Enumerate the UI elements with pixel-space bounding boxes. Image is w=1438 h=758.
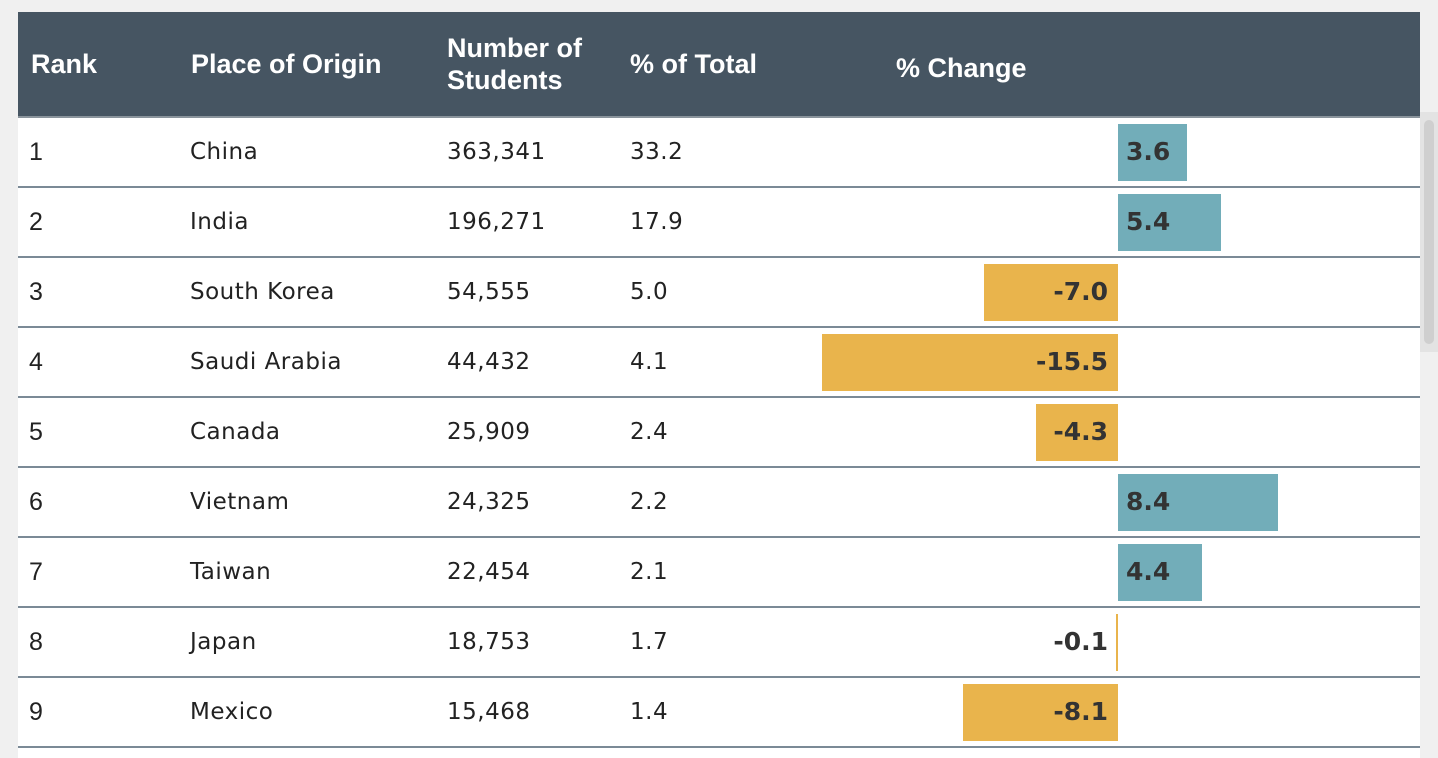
origin-cell: Mexico bbox=[190, 699, 274, 725]
header-percent-change: % Change bbox=[896, 53, 1027, 83]
origin-cell: India bbox=[190, 209, 249, 235]
percent-change-label: -0.1 bbox=[1053, 627, 1108, 656]
origin-cell: South Korea bbox=[190, 279, 335, 305]
percent-change-bar bbox=[963, 684, 1118, 741]
percent-change-bar bbox=[1118, 474, 1279, 531]
header-divider bbox=[18, 116, 1420, 118]
table-row: 6 Vietnam 24,325 2.2 8.4 bbox=[18, 468, 1420, 538]
percent-change-bar bbox=[1118, 194, 1222, 251]
header-percent-total: % of Total bbox=[630, 49, 757, 79]
percent-change-bar bbox=[1118, 124, 1187, 181]
table-row: 8 Japan 18,753 1.7 -0.1 bbox=[18, 608, 1420, 678]
percent-change-bar bbox=[984, 264, 1118, 321]
table-row: 9 Mexico 15,468 1.4 -8.1 bbox=[18, 678, 1420, 748]
rank-cell: 1 bbox=[29, 138, 44, 166]
rank-cell: 2 bbox=[29, 208, 44, 236]
students-cell: 18,753 bbox=[447, 629, 531, 655]
percent-change-label: -8.1 bbox=[1053, 697, 1108, 726]
percent-change-label: 4.4 bbox=[1126, 557, 1171, 586]
header-students: Number of Students bbox=[447, 32, 582, 96]
ranking-table: Rank Place of Origin Number of Students … bbox=[18, 12, 1420, 758]
rank-cell: 7 bbox=[29, 558, 44, 586]
percent-change-label: 8.4 bbox=[1126, 487, 1171, 516]
origin-cell: Japan bbox=[190, 629, 257, 655]
rank-cell: 8 bbox=[29, 628, 44, 656]
scrollbar-thumb[interactable] bbox=[1424, 120, 1434, 344]
origin-cell: Vietnam bbox=[190, 489, 290, 515]
percent-change-bar bbox=[1116, 614, 1118, 671]
students-cell: 22,454 bbox=[447, 559, 531, 585]
table-row: 4 Saudi Arabia 44,432 4.1 -15.5 bbox=[18, 328, 1420, 398]
table-row: 3 South Korea 54,555 5.0 -7.0 bbox=[18, 258, 1420, 328]
percent-change-label: -4.3 bbox=[1053, 417, 1108, 446]
origin-cell: China bbox=[190, 139, 259, 165]
percent-change-bar bbox=[821, 334, 1118, 391]
percent-total-cell: 17.9 bbox=[630, 209, 684, 235]
header-origin: Place of Origin bbox=[191, 49, 382, 79]
table-row: 5 Canada 25,909 2.4 -4.3 bbox=[18, 398, 1420, 468]
percent-change-label: -7.0 bbox=[1053, 277, 1108, 306]
students-cell: 24,325 bbox=[447, 489, 531, 515]
scrollbar[interactable] bbox=[1420, 112, 1438, 352]
percent-change-bar bbox=[1118, 544, 1203, 601]
percent-change-label: -15.5 bbox=[1035, 347, 1108, 376]
rank-cell: 6 bbox=[29, 488, 44, 516]
table-header: Rank Place of Origin Number of Students … bbox=[18, 12, 1420, 116]
header-students-line1: Number of bbox=[447, 33, 582, 63]
percent-change-bar bbox=[1035, 404, 1118, 461]
students-cell: 54,555 bbox=[447, 279, 531, 305]
header-rank: Rank bbox=[31, 49, 98, 79]
students-cell: 196,271 bbox=[447, 209, 546, 235]
percent-total-cell: 1.4 bbox=[630, 699, 669, 725]
percent-total-cell: 2.4 bbox=[630, 419, 669, 445]
rank-cell: 3 bbox=[29, 278, 44, 306]
table-row: 2 India 196,271 17.9 5.4 bbox=[18, 188, 1420, 258]
origin-cell: Taiwan bbox=[190, 559, 272, 585]
percent-total-cell: 5.0 bbox=[630, 279, 669, 305]
rank-cell: 9 bbox=[29, 698, 44, 726]
percent-total-cell: 2.2 bbox=[630, 489, 669, 515]
origin-cell: Saudi Arabia bbox=[190, 349, 342, 375]
percent-change-label: 3.6 bbox=[1126, 137, 1171, 166]
table-row: 1 China 363,341 33.2 3.6 bbox=[18, 118, 1420, 188]
rank-cell: 4 bbox=[29, 348, 44, 376]
table-row: 7 Taiwan 22,454 2.1 4.4 bbox=[18, 538, 1420, 608]
students-cell: 44,432 bbox=[447, 349, 531, 375]
percent-total-cell: 1.7 bbox=[630, 629, 669, 655]
rank-cell: 5 bbox=[29, 418, 44, 446]
header-students-line2: Students bbox=[447, 65, 563, 95]
students-cell: 25,909 bbox=[447, 419, 531, 445]
origin-cell: Canada bbox=[190, 419, 281, 445]
students-cell: 363,341 bbox=[447, 139, 546, 165]
percent-total-cell: 4.1 bbox=[630, 349, 669, 375]
students-cell: 15,468 bbox=[447, 699, 531, 725]
percent-total-cell: 33.2 bbox=[630, 139, 684, 165]
percent-total-cell: 2.1 bbox=[630, 559, 669, 585]
percent-change-label: 5.4 bbox=[1126, 207, 1171, 236]
